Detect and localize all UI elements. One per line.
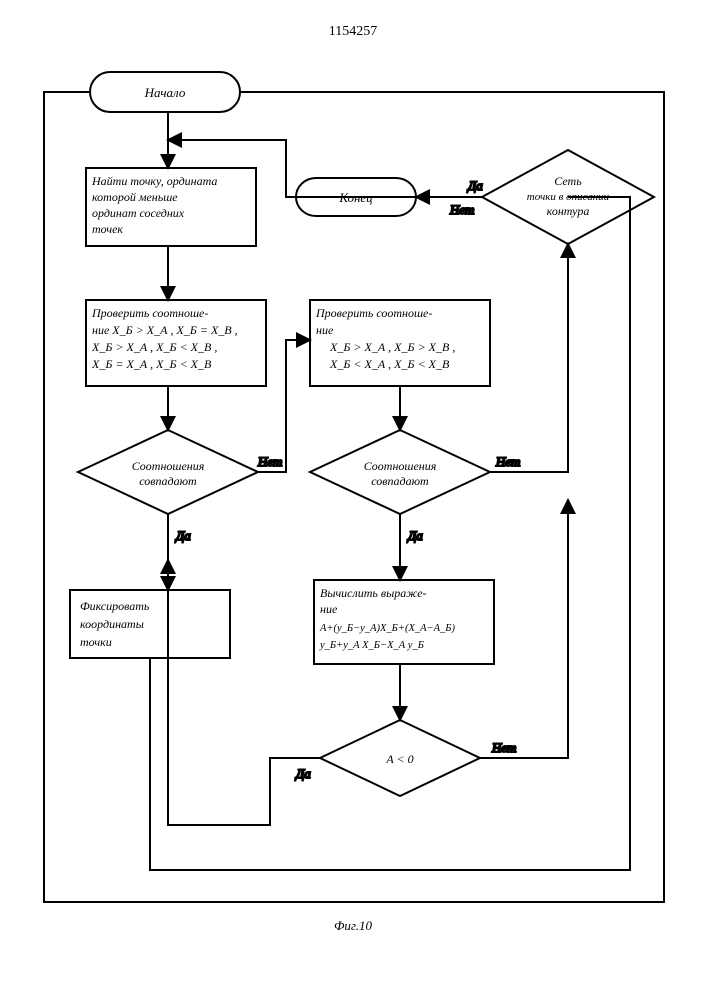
svg-text:X_Б > X_А , X_Б < X_В ,: X_Б > X_А , X_Б < X_В ,: [91, 340, 217, 354]
svg-text:Проверить соотноше-: Проверить соотноше-: [91, 306, 208, 320]
svg-text:y_Б+y_А X_Б−X_А y_Б: y_Б+y_А X_Б−X_А y_Б: [319, 640, 424, 651]
svg-text:ние X_Б > X_А , X_Б = X_В ,: ние X_Б > X_А , X_Б = X_В ,: [92, 323, 238, 337]
rel-match-right-diamond: Соотношения совпадают: [310, 430, 490, 514]
svg-text:X_Б < X_А , X_Б < X_В: X_Б < X_А , X_Б < X_В: [329, 357, 450, 371]
relmatch-right-no: Нет: [495, 454, 520, 469]
svg-text:которой меньше: которой меньше: [92, 190, 178, 204]
relmatch-right-yes: Да: [406, 528, 423, 543]
svg-text:X_Б = X_А , X_Б < X_В: X_Б = X_А , X_Б < X_В: [91, 357, 212, 371]
fix-coords-box: Фиксировать координаты точки: [70, 590, 230, 658]
relmatch-left-no: Нет: [257, 454, 282, 469]
a-yes-label: Да: [294, 766, 311, 781]
rel-match-left-diamond: Соотношения совпадают: [78, 430, 258, 514]
page-number: 1154257: [329, 24, 377, 39]
check-rel-left-box: Проверить соотноше- ние X_Б > X_А , X_Б …: [86, 300, 266, 386]
a-no-label: Нет: [491, 740, 516, 755]
svg-text:A < 0: A < 0: [385, 752, 413, 766]
svg-text:Соотношения: Соотношения: [364, 459, 437, 473]
grid-yes-label: Да: [466, 178, 483, 193]
svg-text:Сеть: Сеть: [554, 174, 582, 188]
svg-text:Фиксировать: Фиксировать: [80, 599, 150, 613]
svg-text:A+(y_Б−y_А)X_Б+(X_А−A_Б): A+(y_Б−y_А)X_Б+(X_А−A_Б): [319, 623, 455, 634]
svg-text:Проверить соотноше-: Проверить соотноше-: [315, 306, 432, 320]
start-label: Начало: [144, 85, 186, 100]
start-node: Начало: [90, 72, 240, 112]
svg-text:ние: ние: [316, 323, 334, 337]
svg-text:X_Б > X_А , X_Б > X_В ,: X_Б > X_А , X_Б > X_В ,: [329, 340, 455, 354]
svg-text:ние: ние: [320, 602, 338, 616]
a-lt-0-diamond: A < 0: [320, 720, 480, 796]
svg-text:Найти точку, ордината: Найти точку, ордината: [91, 174, 217, 188]
grid-no-label: Нет: [449, 202, 474, 217]
find-point-box: Найти точку, ордината которой меньше орд…: [86, 168, 256, 246]
svg-text:точки: точки: [80, 635, 112, 649]
svg-text:Вычислить выраже-: Вычислить выраже-: [320, 586, 427, 600]
check-rel-right-box: Проверить соотноше- ние X_Б > X_А , X_Б …: [310, 300, 490, 386]
relmatch-left-yes: Да: [174, 528, 191, 543]
svg-text:совпадают: совпадают: [371, 474, 429, 488]
figure-label: Фиг.10: [334, 918, 373, 933]
svg-text:контура: контура: [547, 204, 590, 218]
svg-text:координаты: координаты: [80, 617, 144, 631]
svg-text:точек: точек: [92, 222, 123, 236]
svg-text:ординат соседних: ординат соседних: [92, 206, 185, 220]
svg-text:совпадают: совпадают: [139, 474, 197, 488]
flowchart: 1154257 Начало Конец Найти точку, ордина…: [0, 0, 707, 1000]
svg-text:Соотношения: Соотношения: [132, 459, 205, 473]
compute-box: Вычислить выраже- ние A+(y_Б−y_А)X_Б+(X_…: [314, 580, 494, 664]
